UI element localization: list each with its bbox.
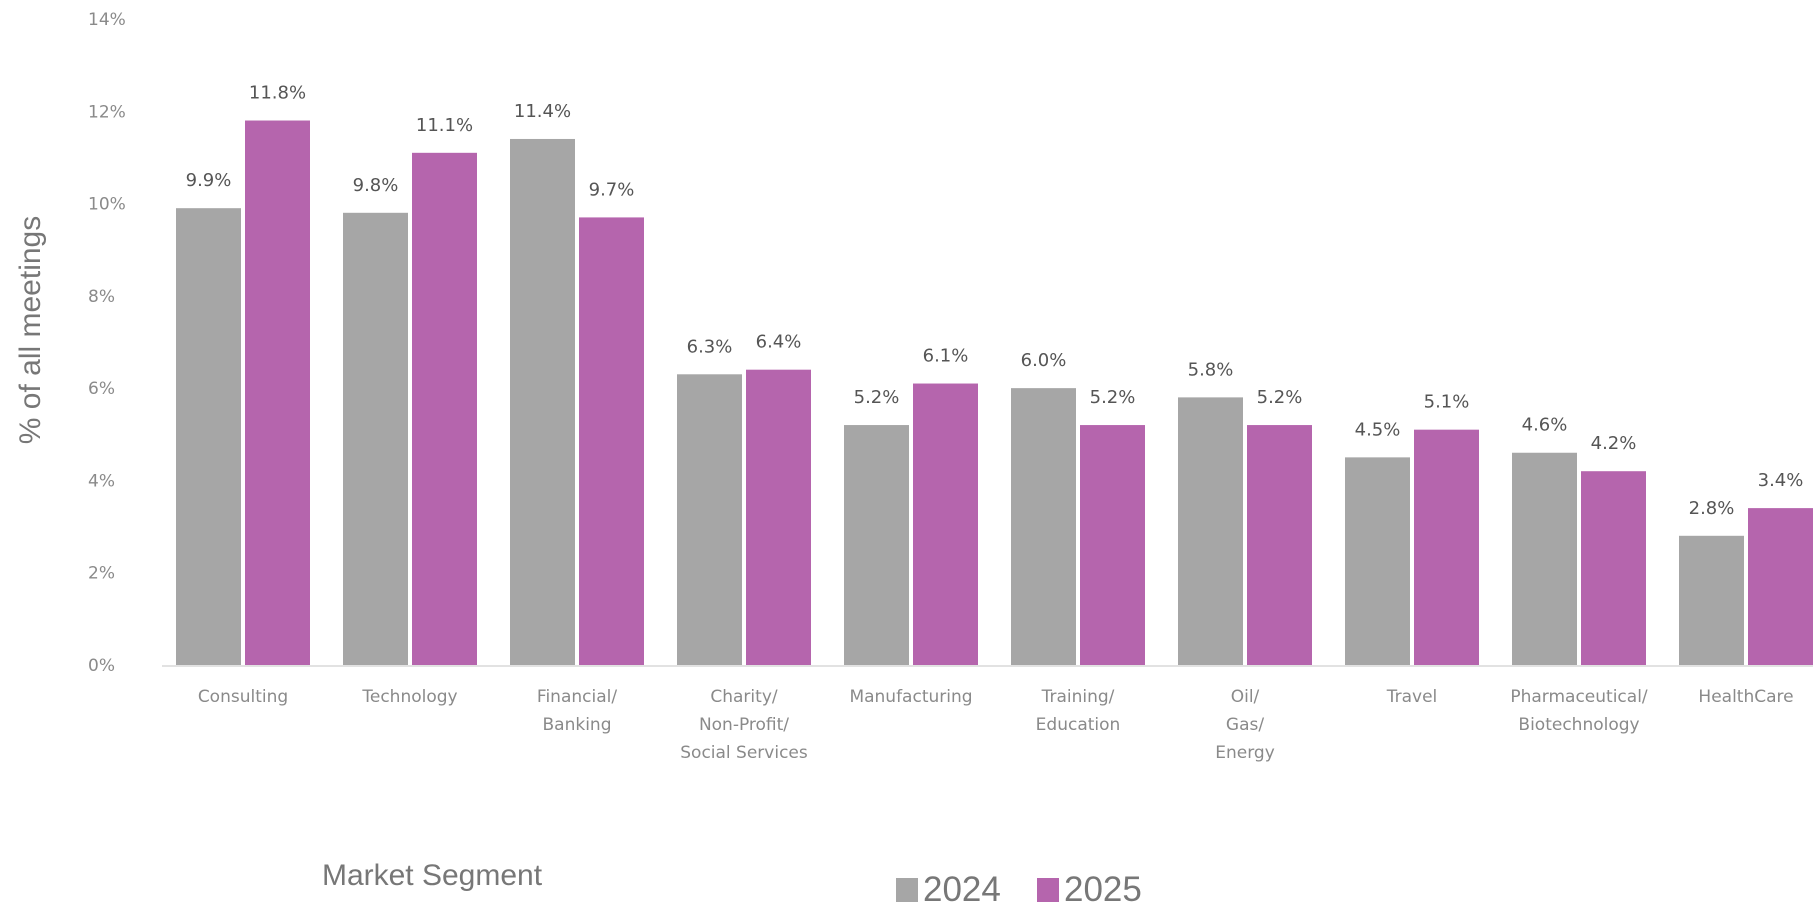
bar-2025 <box>1247 425 1312 665</box>
bar-2025 <box>245 120 310 665</box>
bar-2024 <box>1345 457 1410 665</box>
bar-2024 <box>343 212 408 666</box>
data-label-2024: 2.8% <box>1689 498 1735 519</box>
data-label-2025: 3.4% <box>1758 470 1804 491</box>
data-label-2024: 6.0% <box>1021 350 1067 371</box>
legend-swatch-2025 <box>1037 878 1059 902</box>
legend: 2024 2025 <box>896 870 1142 907</box>
bar-2024 <box>1679 535 1744 665</box>
data-label-2024: 4.5% <box>1355 419 1401 440</box>
category-label: Pharmaceutical/Biotechnology <box>1510 687 1648 735</box>
x-axis-title: Market Segment <box>322 859 543 892</box>
category-label: Travel <box>1386 687 1438 707</box>
bar-2024 <box>1178 397 1243 665</box>
data-label-2024: 6.3% <box>687 336 733 357</box>
y-tick-label: 0% <box>88 656 115 676</box>
legend-label-2024: 2024 <box>923 870 1001 907</box>
bar-2025 <box>412 152 477 666</box>
data-label-2024: 4.6% <box>1522 415 1568 436</box>
y-tick-label: 14% <box>88 10 126 30</box>
category-label: Training/Education <box>1036 687 1121 735</box>
y-tick-label: 10% <box>88 195 126 215</box>
y-tick-label: 4% <box>88 471 115 491</box>
y-tick-label: 6% <box>88 379 115 399</box>
bar-2024 <box>1011 388 1076 665</box>
data-label-2025: 5.1% <box>1424 392 1470 413</box>
data-label-2024: 5.2% <box>854 387 900 408</box>
y-axis-title: % of all meetings <box>14 216 47 444</box>
data-label-2025: 5.2% <box>1090 387 1136 408</box>
bar-2025 <box>913 383 978 665</box>
category-label: Oil/Gas/Energy <box>1215 687 1275 763</box>
bar-2025 <box>746 369 811 665</box>
bars <box>176 120 1813 666</box>
category-label: Charity/Non-Profit/Social Services <box>680 687 808 763</box>
bar-2025 <box>579 217 644 665</box>
category-labels: Consulting Technology Financial/Banking Cha… <box>198 687 1794 763</box>
bar-2024 <box>844 425 909 665</box>
category-label: Technology <box>361 687 457 707</box>
data-label-2025: 6.4% <box>756 332 802 353</box>
data-label-2024: 9.9% <box>186 170 232 191</box>
y-tick-label: 12% <box>88 102 126 122</box>
category-label: Consulting <box>198 687 288 707</box>
y-tick-label: 2% <box>88 564 115 584</box>
category-label: Financial/Banking <box>537 687 617 735</box>
category-label: HealthCare <box>1698 687 1793 707</box>
y-tick-label: 8% <box>88 287 115 307</box>
data-label-2024: 9.8% <box>353 175 399 196</box>
data-label-2025: 4.2% <box>1591 433 1637 454</box>
bar-2024 <box>176 208 241 665</box>
data-label-2025: 11.1% <box>416 115 473 136</box>
data-label-2025: 6.1% <box>923 346 969 367</box>
bar-2024 <box>1512 452 1577 665</box>
data-label-2024: 11.4% <box>514 101 571 122</box>
bar-2024 <box>677 374 742 665</box>
bar-2025 <box>1748 508 1813 665</box>
data-label-2025: 5.2% <box>1257 387 1303 408</box>
bar-2025 <box>1414 429 1479 665</box>
data-label-2025: 9.7% <box>589 179 635 200</box>
bar-2024 <box>510 138 575 665</box>
y-axis-ticks: 0% 2% 4% 6% 8% 10% 12% 14% <box>88 10 126 676</box>
data-labels: 9.9% 9.8% 11.4% 6.3% 5.2% 6.0% 5.8% 4.5% 4.6% 2.8… <box>186 83 1804 519</box>
data-label-2024: 5.8% <box>1188 359 1234 380</box>
bar-2025 <box>1080 425 1145 665</box>
category-label: Manufacturing <box>849 687 972 707</box>
legend-swatch-2024 <box>896 878 918 902</box>
legend-label-2025: 2025 <box>1064 870 1142 907</box>
data-label-2025: 11.8% <box>249 83 306 104</box>
bar-2025 <box>1581 471 1646 665</box>
